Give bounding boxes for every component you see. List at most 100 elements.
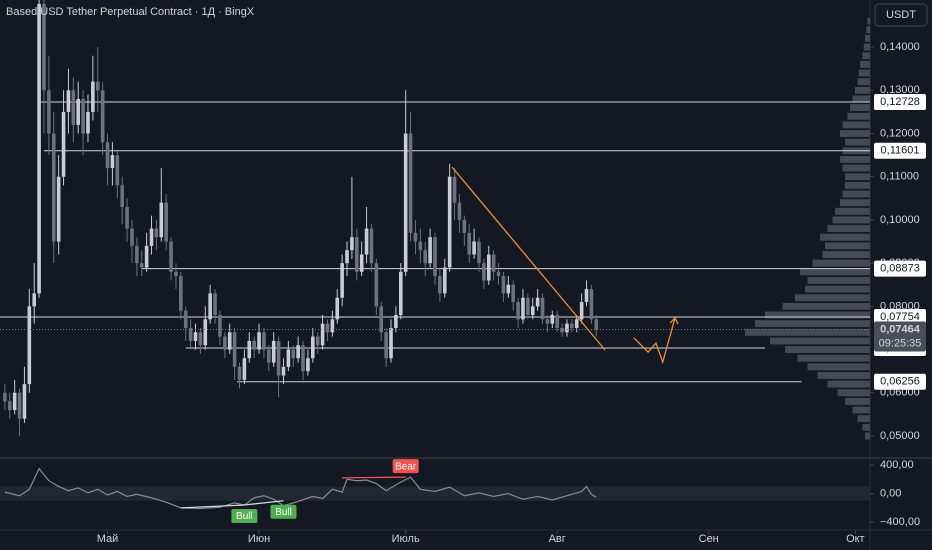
candle-body xyxy=(159,202,164,238)
volume-profile-bar xyxy=(807,276,870,284)
volume-profile-bar xyxy=(800,268,870,276)
candle-body xyxy=(540,297,545,320)
candle-body xyxy=(17,392,22,419)
candle-body xyxy=(115,155,120,186)
candle-body xyxy=(223,336,227,350)
candle-body xyxy=(276,340,281,376)
candle-body xyxy=(394,315,398,328)
candle-body xyxy=(369,228,374,264)
candle-body xyxy=(325,323,330,333)
volume-profile-bar xyxy=(858,69,870,77)
indicator-tick-label: 0,00 xyxy=(880,487,901,499)
candle-body xyxy=(81,98,85,134)
current-price-label: 0,07464 xyxy=(880,323,921,335)
candle-body xyxy=(154,228,159,238)
x-tick-label: Сен xyxy=(699,533,719,545)
candle-body xyxy=(135,245,139,264)
volume-profile-bar xyxy=(785,346,870,354)
candle-body xyxy=(301,345,305,372)
volume-profile-bar xyxy=(845,181,870,189)
candle-body xyxy=(438,276,442,294)
candle-body xyxy=(47,90,51,134)
y-tick-label: 0,14000 xyxy=(880,41,920,53)
volume-profile-bar xyxy=(867,17,870,25)
currency-button[interactable] xyxy=(874,3,928,27)
candle-body xyxy=(433,237,437,277)
candle-body xyxy=(86,111,90,134)
candle-body xyxy=(565,323,569,333)
divergence-line xyxy=(342,476,406,479)
candle-body xyxy=(584,289,589,303)
candle-body xyxy=(91,81,95,112)
trendline xyxy=(451,166,606,351)
volume-profile-bar xyxy=(797,354,870,362)
candle-body xyxy=(100,90,105,143)
candle-body xyxy=(271,340,276,363)
candle-body xyxy=(315,336,320,346)
indicator-line xyxy=(4,467,597,510)
volume-profile-bar xyxy=(842,121,870,129)
candle-body xyxy=(32,293,37,307)
candle-body xyxy=(144,245,149,268)
volume-profile-bar xyxy=(862,423,870,431)
volume-profile-bar xyxy=(805,285,870,293)
candle-body xyxy=(213,293,217,315)
candle-body xyxy=(452,176,457,203)
divergence-label: Bull xyxy=(236,511,253,522)
candle-body xyxy=(242,358,247,380)
candle-body xyxy=(359,254,364,272)
x-tick-label: Май xyxy=(97,533,119,545)
candle-body xyxy=(27,306,32,385)
indicator-pane xyxy=(0,467,870,510)
volume-profile-bar xyxy=(857,415,870,423)
indicator-tick-label: 400,00 xyxy=(880,459,914,471)
candle-body xyxy=(384,332,388,359)
volume-profile-bar xyxy=(842,164,870,172)
x-tick-label: Окт xyxy=(846,533,865,545)
volume-profile-bar xyxy=(765,311,870,319)
candle-body xyxy=(389,327,393,359)
x-tick-label: Июн xyxy=(248,533,270,545)
candle-body xyxy=(164,202,168,242)
projection-path xyxy=(633,317,676,365)
candle-body xyxy=(169,241,173,272)
candle-body xyxy=(247,340,252,359)
candle-body xyxy=(496,271,501,277)
candle-body xyxy=(193,332,198,341)
candle-body xyxy=(51,133,56,242)
candle-body xyxy=(66,90,71,112)
candle-body xyxy=(413,232,418,242)
candle-body xyxy=(374,263,379,307)
volume-profile-bar xyxy=(835,207,870,215)
level-label-box xyxy=(874,260,926,277)
volume-profile-bar xyxy=(795,294,870,302)
volume-profile-bar xyxy=(863,43,870,51)
candle-body xyxy=(130,228,134,246)
candle-body xyxy=(423,250,428,264)
volume-profile-bar xyxy=(845,397,870,405)
volume-profile-bar xyxy=(840,155,870,163)
candle-body xyxy=(42,3,46,91)
candle-body xyxy=(530,306,535,315)
candle-body xyxy=(183,310,188,328)
candle-body xyxy=(442,267,447,294)
divergence-line xyxy=(180,504,245,509)
currency-label[interactable]: USDT xyxy=(886,9,916,21)
candle-body xyxy=(472,241,476,255)
candle-body xyxy=(149,228,154,246)
candle-body xyxy=(506,284,511,294)
candle-body xyxy=(179,276,183,311)
candle-body xyxy=(589,289,594,320)
volume-profile-bar xyxy=(745,328,870,336)
volume-profile-bar xyxy=(842,190,870,198)
candle-body xyxy=(526,297,530,315)
volume-profile-bar xyxy=(840,130,870,137)
candle-body xyxy=(7,401,12,411)
volume-profile-bar xyxy=(782,302,870,310)
volume-profile-bar xyxy=(837,389,870,397)
candle-body xyxy=(125,206,129,229)
volume-profile-bar xyxy=(827,225,870,233)
volume-profile-bar xyxy=(755,320,870,328)
volume-profile-bar xyxy=(832,216,870,224)
candle-body xyxy=(188,327,193,341)
